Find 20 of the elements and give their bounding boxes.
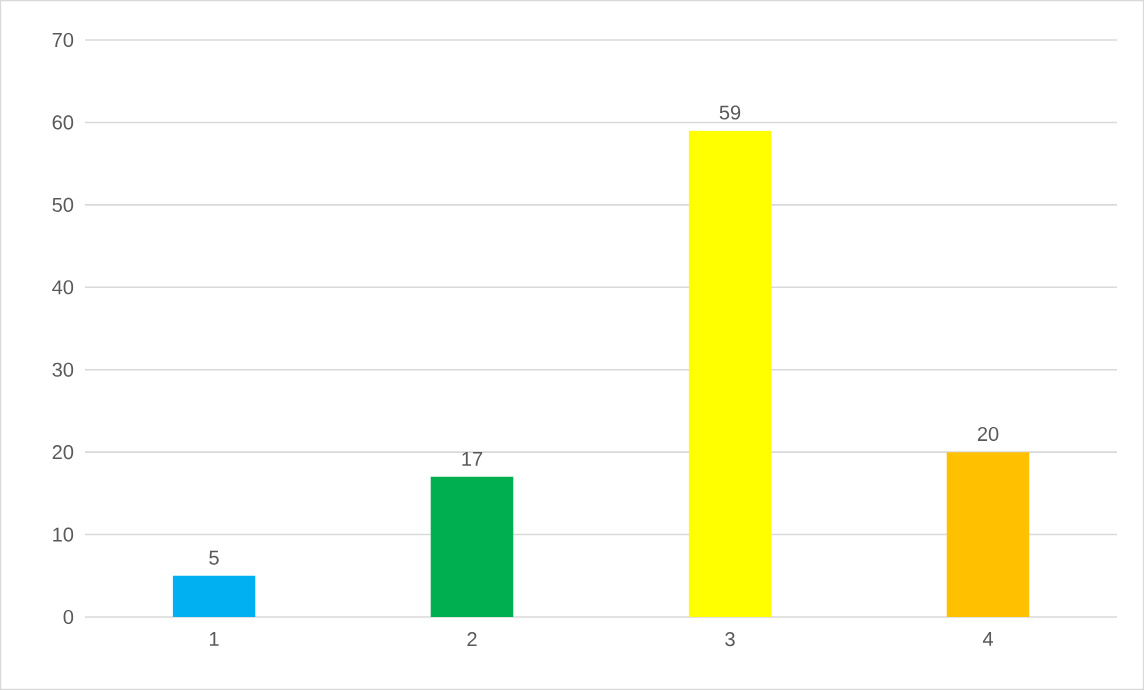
y-tick-label: 70 <box>52 32 74 48</box>
y-tick-label: 60 <box>52 115 74 130</box>
y-tick-label: 40 <box>52 280 74 295</box>
bar <box>688 130 772 617</box>
x-tick-label: 1 <box>209 632 219 646</box>
data-label: 20 <box>977 426 999 442</box>
y-tick-label: 0 <box>63 609 74 625</box>
bar <box>946 452 1030 617</box>
x-tick-label: 4 <box>982 632 993 646</box>
x-tick-label: 2 <box>467 632 477 647</box>
bar <box>430 476 514 617</box>
data-label: 59 <box>719 105 741 120</box>
y-tick-label: 50 <box>52 197 74 212</box>
y-tick-label: 30 <box>52 362 74 377</box>
y-tick-label: 10 <box>53 527 74 542</box>
bar <box>172 575 256 617</box>
data-label: 5 <box>209 550 219 565</box>
y-tick-label: 20 <box>52 445 74 460</box>
data-label: 17 <box>462 452 483 466</box>
x-tick-label: 3 <box>725 632 735 647</box>
